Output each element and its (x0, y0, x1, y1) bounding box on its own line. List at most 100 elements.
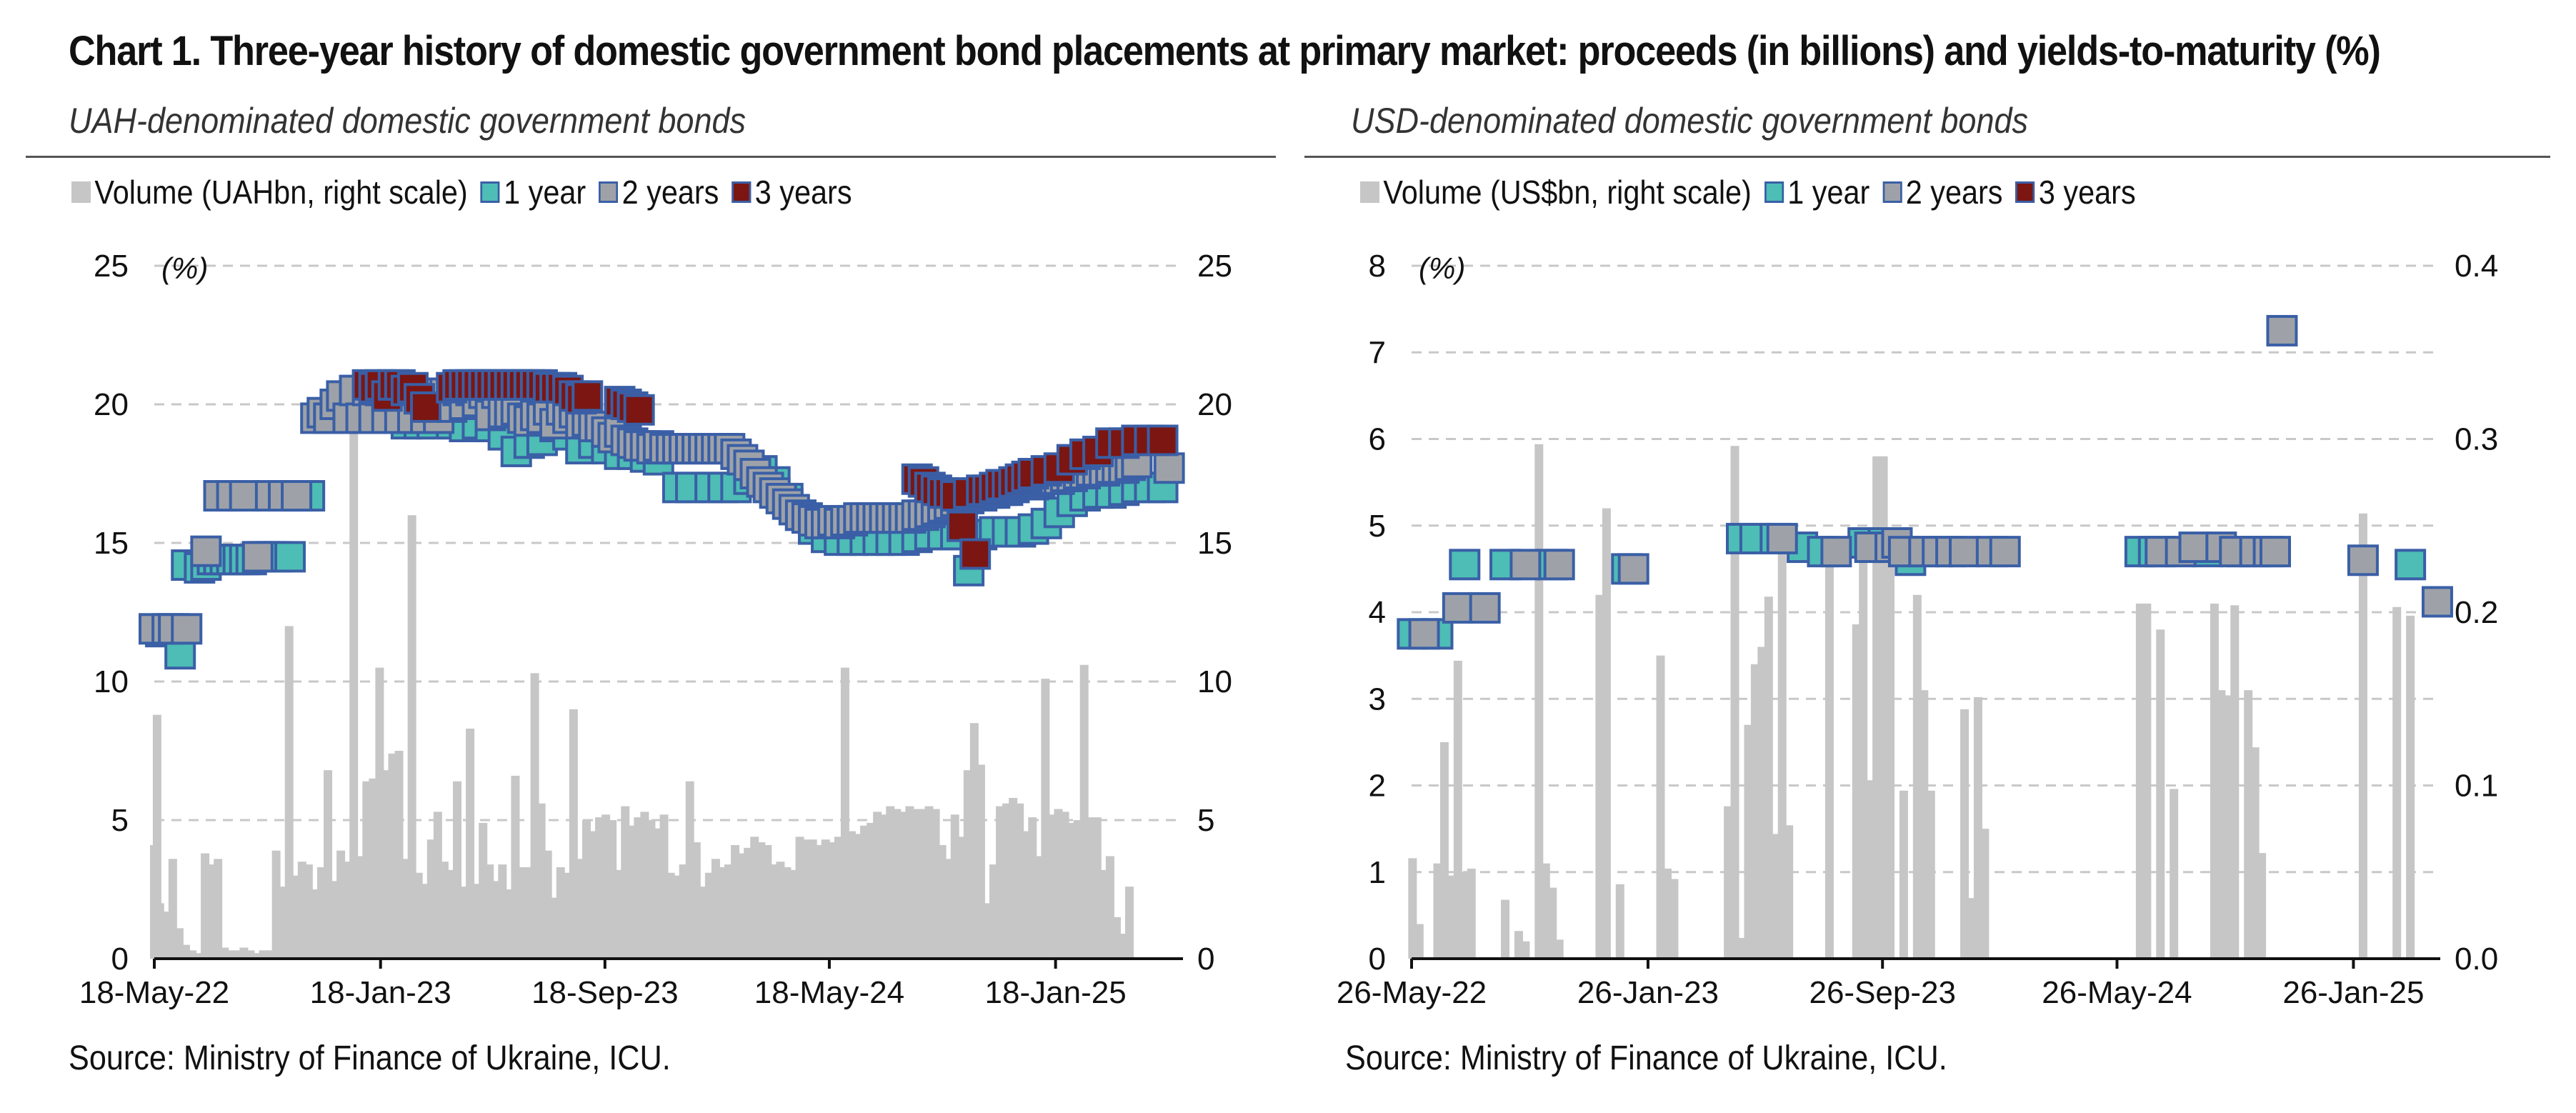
y-tick-left: 20 (94, 387, 129, 422)
volume-bar (1919, 690, 1929, 959)
volume-bar (802, 839, 811, 959)
y-tick-left: 10 (94, 664, 129, 699)
volume-bar (763, 844, 772, 959)
volume-bar (485, 864, 494, 959)
volume-bar (2170, 789, 2179, 959)
volume-bar (847, 831, 856, 959)
volume-bar (672, 875, 682, 959)
volume-bar (1460, 872, 1469, 959)
volume-bar (1865, 780, 1874, 959)
volume-bar (407, 515, 416, 959)
volume-bar (982, 903, 992, 959)
volume-bar (666, 872, 675, 959)
volume-bar (621, 806, 630, 959)
volume-bar (1926, 790, 1935, 959)
volume-bar (717, 867, 727, 959)
volume-bar (589, 831, 598, 959)
2y-swatch (1882, 181, 1902, 203)
y-tick-left: 5 (111, 803, 129, 838)
3y-swatch (2015, 181, 2035, 203)
volume-bar (1060, 812, 1069, 959)
volume-bar (769, 864, 779, 959)
volume-bar (414, 872, 423, 959)
volume-bar (1028, 817, 1037, 959)
volume-bar (1541, 863, 1550, 959)
volume-bar (1912, 594, 1922, 959)
yield-2y-marker (1408, 618, 1440, 650)
volume-bar (1514, 931, 1523, 959)
x-tick-label: 26-Sep-23 (1809, 975, 1955, 1010)
volume-bar (937, 844, 947, 959)
yield-3y-marker (947, 510, 979, 542)
volume-bar (1022, 831, 1031, 959)
yield-1y-marker (274, 541, 306, 573)
volume-bar (214, 859, 223, 959)
volume-bar (1750, 664, 1759, 959)
volume-bar (1737, 937, 1746, 959)
yield-2y-marker (1617, 553, 1649, 585)
legend-2y: 2 years (1882, 173, 2002, 211)
left-source-note: Source: Ministry of Finance of Ukraine, … (69, 1039, 671, 1077)
volume-bar (821, 839, 830, 959)
volume-bar (1034, 856, 1044, 959)
volume-bar (1047, 814, 1057, 959)
left-legend: Volume (UAHbn, right scale) 1 year 2 yea… (71, 173, 865, 211)
volume-bar (912, 809, 921, 959)
y-tick-right: 0.0 (2455, 942, 2498, 977)
volume-bar (1002, 803, 1012, 959)
volume-bar (511, 775, 520, 959)
uah-bond-chart: 0 5 10 15 20 25 0 5 10 15 20 25 (%) 18-May-22 18-Jan-2… (79, 249, 1232, 1010)
volume-bar (362, 781, 371, 959)
volume-bar (536, 803, 546, 959)
y-tick-left: 3 (1369, 682, 1386, 717)
volume-bar (614, 869, 624, 959)
yield-2y-marker (1543, 549, 1575, 581)
volume-bar (452, 781, 461, 959)
y-tick-right: 25 (1197, 249, 1232, 284)
volume-bar (969, 723, 979, 959)
volume-bar (239, 947, 249, 959)
volume-bar (2135, 603, 2145, 959)
yield-3y-marker (410, 391, 442, 423)
volume-bar (152, 714, 161, 959)
volume-bar (324, 770, 333, 959)
volume-bar (1615, 884, 1624, 959)
volume-bar (711, 859, 720, 959)
volume-bar (252, 953, 261, 959)
yield-2y-marker (2178, 531, 2210, 564)
volume-bar (433, 812, 442, 959)
yield-2y-marker (1949, 536, 1981, 568)
legend-3y-label: 3 years (2038, 174, 2136, 211)
volume-bar (776, 862, 785, 959)
y-tick-left: 1 (1369, 855, 1386, 890)
volume-bar (155, 903, 164, 959)
volume-bar (724, 864, 734, 959)
y-tick-left: 2 (1369, 769, 1386, 804)
volume-bar (1501, 899, 1510, 959)
legend-2y: 2 years (599, 173, 719, 211)
volume-bar (517, 867, 526, 959)
volume-bar (924, 806, 934, 959)
volume-bar (2230, 605, 2240, 959)
volume-bar (549, 897, 559, 959)
volume-bar (304, 864, 313, 959)
volume-bar (446, 869, 455, 959)
left-header-rule (26, 156, 1276, 158)
yield-3y-marker (959, 538, 992, 570)
legend-volume-label: Volume (US$bn, right scale) (1383, 174, 1752, 211)
yield-2y-marker (229, 480, 261, 512)
yield-2y-marker (1766, 522, 1798, 554)
2y-swatch (599, 181, 619, 203)
yield-2y-marker (1509, 549, 1542, 581)
volume-bar (479, 822, 488, 959)
yield-3y-marker (1147, 424, 1179, 456)
volume-bar (2392, 607, 2402, 959)
y-tick-left: 0 (111, 942, 129, 977)
volume-bar (1099, 869, 1108, 959)
volume-bar (1447, 875, 1456, 959)
volume-bar (278, 887, 287, 959)
volume-bar (601, 814, 611, 959)
volume-bar (1125, 887, 1134, 959)
volume-bar (472, 884, 481, 959)
volume-bar (498, 864, 507, 959)
